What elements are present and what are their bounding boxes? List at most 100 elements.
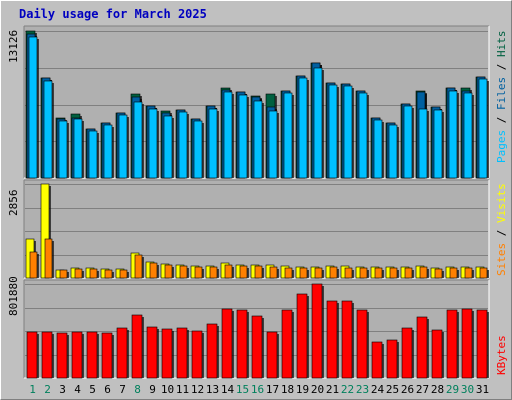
sites-bar bbox=[299, 267, 308, 279]
kbytes-bar bbox=[461, 308, 473, 379]
pages-bar bbox=[283, 92, 293, 179]
legend-entry: / bbox=[495, 57, 508, 77]
pages-bar bbox=[403, 105, 413, 179]
pages-bar bbox=[73, 118, 83, 179]
day-label: 16 bbox=[251, 383, 264, 396]
kbytes-bar bbox=[161, 328, 173, 379]
kbytes-bar bbox=[431, 329, 443, 379]
chart-title: Daily usage for March 2025 bbox=[19, 7, 207, 21]
legend-entry: Pages bbox=[495, 130, 508, 163]
kbytes-bar bbox=[131, 314, 143, 379]
kbytes-bar bbox=[236, 309, 248, 379]
sites-bar bbox=[464, 267, 473, 279]
sites-bar bbox=[209, 266, 218, 279]
day-label: 14 bbox=[221, 383, 235, 396]
sites-bar bbox=[29, 251, 38, 279]
sites-bar bbox=[359, 267, 368, 279]
pages-bar bbox=[343, 85, 353, 179]
pages-bar bbox=[103, 124, 113, 179]
day-label: 10 bbox=[161, 383, 174, 396]
kbytes-bar bbox=[71, 331, 83, 379]
day-label: 15 bbox=[236, 383, 249, 396]
day-label: 6 bbox=[104, 383, 111, 396]
sites-bar bbox=[164, 264, 173, 279]
pages-bar bbox=[373, 119, 383, 179]
pages-bar bbox=[448, 90, 458, 179]
sites-bar bbox=[389, 267, 398, 279]
day-label: 29 bbox=[446, 383, 459, 396]
sites-bar bbox=[419, 266, 428, 279]
kbytes-bar bbox=[401, 327, 413, 379]
day-label: 3 bbox=[59, 383, 66, 396]
legend-entry: / bbox=[495, 110, 508, 130]
kbytes-bar bbox=[281, 309, 293, 379]
pages-bar bbox=[238, 94, 248, 179]
legend-hits-files-pages: Pages / Files / Hits bbox=[495, 31, 508, 164]
day-label: 28 bbox=[431, 383, 444, 396]
kbytes-bar bbox=[116, 327, 128, 379]
sites-bar bbox=[149, 262, 158, 279]
ymax-label-visits-sites: 2856 bbox=[7, 190, 20, 217]
kbytes-bar bbox=[476, 309, 488, 379]
kbytes-bar bbox=[416, 316, 428, 379]
kbytes-bar bbox=[101, 332, 113, 379]
sites-bar bbox=[344, 267, 353, 279]
sites-bar bbox=[284, 267, 293, 279]
legend-kbytes: KBytes bbox=[495, 335, 508, 375]
day-label: 31 bbox=[476, 383, 489, 396]
pages-bar bbox=[388, 124, 398, 179]
day-label: 27 bbox=[416, 383, 429, 396]
pages-bar bbox=[133, 101, 143, 179]
legend-entry: Hits bbox=[495, 31, 508, 58]
kbytes-bar bbox=[341, 300, 353, 379]
day-label: 30 bbox=[461, 383, 474, 396]
pages-bar bbox=[478, 78, 488, 179]
sites-bar bbox=[194, 266, 203, 279]
sites-bar bbox=[239, 265, 248, 279]
sites-bar bbox=[269, 266, 278, 279]
legend-entry: / bbox=[495, 223, 508, 243]
day-label: 5 bbox=[89, 383, 96, 396]
pages-bar bbox=[193, 120, 203, 179]
day-label: 21 bbox=[326, 383, 339, 396]
pages-bar bbox=[328, 84, 338, 179]
day-label: 17 bbox=[266, 383, 279, 396]
pages-bar bbox=[178, 111, 188, 179]
pages-bar bbox=[148, 108, 158, 179]
pages-bar bbox=[208, 108, 218, 179]
day-label: 25 bbox=[386, 383, 399, 396]
sites-bar bbox=[89, 268, 98, 279]
day-label: 19 bbox=[296, 383, 309, 396]
kbytes-bar bbox=[251, 315, 263, 379]
kbytes-bar bbox=[356, 309, 368, 379]
day-label: 1 bbox=[29, 383, 36, 396]
kbytes-bar bbox=[56, 332, 68, 379]
legend-entry: Visits bbox=[495, 183, 508, 223]
sites-bar bbox=[179, 265, 188, 279]
sites-bar bbox=[104, 269, 113, 279]
day-label: 18 bbox=[281, 383, 294, 396]
legend-entry: Files bbox=[495, 77, 508, 110]
day-label: 7 bbox=[119, 383, 126, 396]
sites-bar bbox=[374, 267, 383, 279]
legend-entry: Sites bbox=[495, 243, 508, 276]
pages-bar bbox=[463, 92, 473, 179]
day-label: 24 bbox=[371, 383, 385, 396]
kbytes-bar bbox=[146, 326, 158, 379]
sites-bar bbox=[434, 268, 443, 279]
sites-bar bbox=[74, 268, 83, 279]
pages-bar bbox=[358, 92, 368, 179]
kbytes-bar bbox=[221, 308, 233, 379]
pages-bar bbox=[418, 108, 428, 179]
sites-bar bbox=[329, 266, 338, 279]
sites-bar bbox=[479, 267, 488, 279]
legend-entry: KBytes bbox=[495, 335, 508, 375]
kbytes-bar bbox=[26, 331, 38, 379]
pages-bar bbox=[88, 130, 98, 179]
sites-bar bbox=[44, 238, 53, 279]
pages-bar bbox=[298, 77, 308, 179]
day-label: 26 bbox=[401, 383, 414, 396]
sites-bar bbox=[224, 264, 233, 279]
kbytes-bar bbox=[41, 331, 53, 379]
